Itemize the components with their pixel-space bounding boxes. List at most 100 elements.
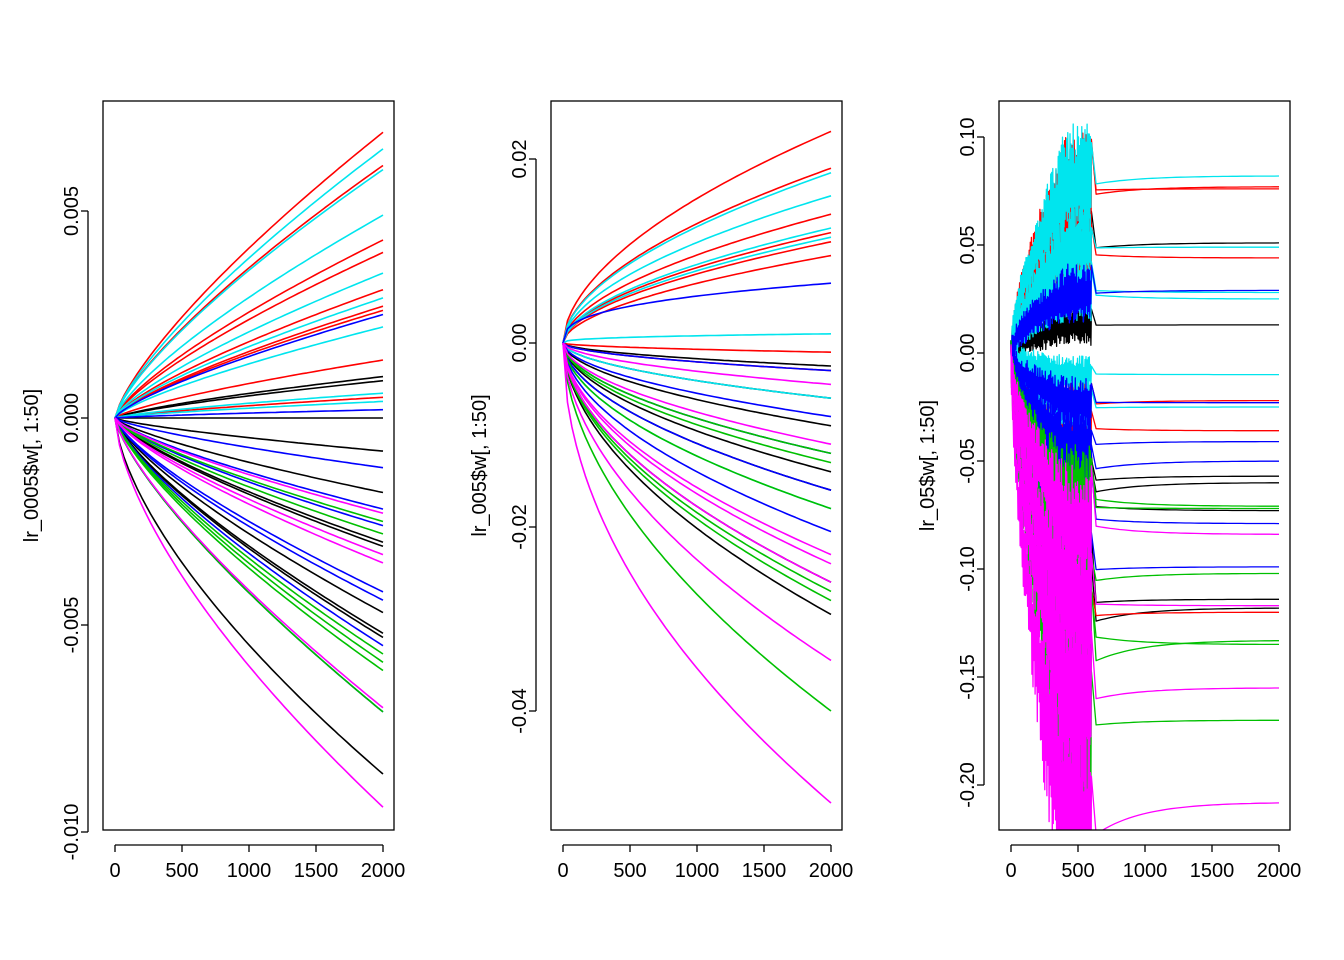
plot-frame bbox=[102, 100, 395, 831]
series-line-magenta-7 bbox=[562, 342, 832, 804]
y-axis-title: lr_005$w[, 1:50] bbox=[469, 394, 491, 536]
series-line-cyan-5 bbox=[562, 333, 832, 344]
x-tick-label: 1000 bbox=[1123, 860, 1168, 882]
series-group bbox=[114, 131, 384, 808]
series-line-blue-3 bbox=[562, 342, 832, 418]
series-line-magenta-5 bbox=[562, 342, 832, 583]
series-line-blue-3 bbox=[114, 417, 384, 469]
series-line-magenta-4 bbox=[114, 417, 384, 709]
series-line-black-7 bbox=[562, 342, 832, 616]
series-line-black-1 bbox=[114, 375, 384, 419]
series-line-black-3 bbox=[562, 342, 832, 427]
series-line-red-4 bbox=[114, 251, 384, 419]
series-line-black-2 bbox=[114, 379, 384, 419]
plot-frame bbox=[550, 100, 843, 831]
series-line-blue-2 bbox=[1010, 341, 1279, 429]
series-line-magenta-2 bbox=[562, 342, 832, 445]
series-group bbox=[562, 130, 832, 804]
series-line-black-4 bbox=[114, 417, 384, 452]
series-line-magenta-2 bbox=[114, 417, 384, 556]
series-line-red-3 bbox=[562, 213, 832, 344]
series-line-magenta-4 bbox=[1010, 344, 1280, 830]
series-line-magenta-1 bbox=[562, 342, 832, 386]
x-tick-label: 0 bbox=[109, 860, 120, 882]
y-tick-label: 0.005 bbox=[61, 186, 83, 236]
series-line-black-11 bbox=[114, 417, 384, 775]
series-line-cyan-4 bbox=[114, 272, 384, 419]
series-line-cyan-3 bbox=[562, 227, 832, 344]
y-tick-label: 0.000 bbox=[61, 393, 83, 443]
x-tick-label: 500 bbox=[165, 860, 198, 882]
y-tick-label: 0.10 bbox=[957, 118, 979, 157]
series-line-cyan-1 bbox=[562, 172, 832, 344]
series-line-cyan-2 bbox=[114, 168, 384, 419]
series-line-green-1 bbox=[114, 417, 384, 523]
series-line-blue-7 bbox=[114, 417, 384, 601]
x-tick-label: 1500 bbox=[742, 860, 787, 882]
series-line-red-9 bbox=[114, 396, 384, 419]
x-tick-label: 0 bbox=[557, 860, 568, 882]
series-line-red-3 bbox=[114, 239, 384, 419]
y-tick-label: -0.20 bbox=[957, 762, 979, 808]
series-line-red-4 bbox=[562, 231, 832, 344]
series-line-green-5 bbox=[562, 342, 832, 602]
y-tick-label: 0.05 bbox=[957, 226, 979, 265]
x-tick-label: 0 bbox=[1005, 860, 1016, 882]
y-tick-label: -0.010 bbox=[61, 804, 83, 861]
series-line-blue-8 bbox=[114, 417, 384, 647]
series-line-blue-2 bbox=[114, 408, 384, 419]
series-line-blue-5 bbox=[562, 342, 832, 491]
x-tick-label: 2000 bbox=[361, 860, 406, 882]
series-line-red-7 bbox=[562, 342, 832, 353]
series-line-blue-4 bbox=[114, 417, 384, 510]
series-line-green-1 bbox=[562, 342, 832, 455]
series-line-magenta-3 bbox=[114, 417, 384, 564]
series-line-magenta-5 bbox=[114, 417, 384, 808]
y-tick-label: -0.10 bbox=[957, 546, 979, 592]
series-line-blue-6 bbox=[114, 417, 384, 593]
series-line-green-6 bbox=[562, 342, 832, 712]
series-line-cyan-8 bbox=[114, 400, 384, 419]
series-line-green-3 bbox=[114, 417, 384, 655]
series-line-blue-1 bbox=[114, 313, 384, 419]
x-tick-label: 2000 bbox=[1257, 860, 1302, 882]
series-line-cyan-5 bbox=[114, 297, 384, 419]
series-line-magenta-1 bbox=[114, 417, 384, 514]
series-line-black-7 bbox=[114, 417, 384, 548]
series-line-green-3 bbox=[562, 342, 832, 510]
y-tick-label: -0.04 bbox=[509, 688, 531, 734]
series-line-black-5 bbox=[114, 417, 384, 494]
panel-lr-005: 0 500 1000 1500 2000 -0.04 -0.02 0.00 0.02 lr_005… bbox=[469, 100, 853, 882]
y-tick-label: 0.00 bbox=[957, 334, 979, 373]
series-line-magenta-4 bbox=[562, 342, 832, 565]
x-tick-label: 1500 bbox=[294, 860, 339, 882]
series-line-red-7 bbox=[114, 309, 384, 419]
series-line-black-4 bbox=[562, 342, 832, 473]
series-line-magenta-6 bbox=[562, 342, 832, 662]
series-line-blue-1 bbox=[1010, 263, 1279, 359]
series-line-red-8 bbox=[114, 359, 384, 419]
y-tick-label: -0.005 bbox=[61, 597, 83, 654]
series-line-black-8 bbox=[114, 417, 384, 614]
series-line-red-6 bbox=[114, 305, 384, 419]
y-axis-title: lr_05$w[, 1:50] bbox=[917, 400, 939, 531]
y-tick-label: -0.05 bbox=[957, 438, 979, 484]
y-tick-label: 0.00 bbox=[509, 324, 531, 363]
x-tick-label: 500 bbox=[1061, 860, 1094, 882]
y-tick-label: -0.15 bbox=[957, 654, 979, 700]
plot-frame bbox=[998, 100, 1291, 831]
panel-lr-0005: 0 500 1000 1500 2000 -0.010 -0.005 0.000 0.005 lr… bbox=[21, 100, 406, 882]
series-line-cyan-4 bbox=[562, 236, 832, 344]
series-line-black-6 bbox=[114, 417, 384, 543]
y-tick-label: 0.02 bbox=[509, 140, 531, 179]
series-line-blue-5 bbox=[114, 417, 384, 527]
series-line-cyan-7 bbox=[114, 392, 384, 419]
x-tick-label: 500 bbox=[613, 860, 646, 882]
series-line-cyan-1 bbox=[114, 148, 384, 419]
series-line-red-5 bbox=[562, 241, 832, 344]
series-group bbox=[1010, 123, 1280, 830]
series-line-green-4 bbox=[114, 417, 384, 663]
series-line-blue-1 bbox=[562, 282, 832, 344]
